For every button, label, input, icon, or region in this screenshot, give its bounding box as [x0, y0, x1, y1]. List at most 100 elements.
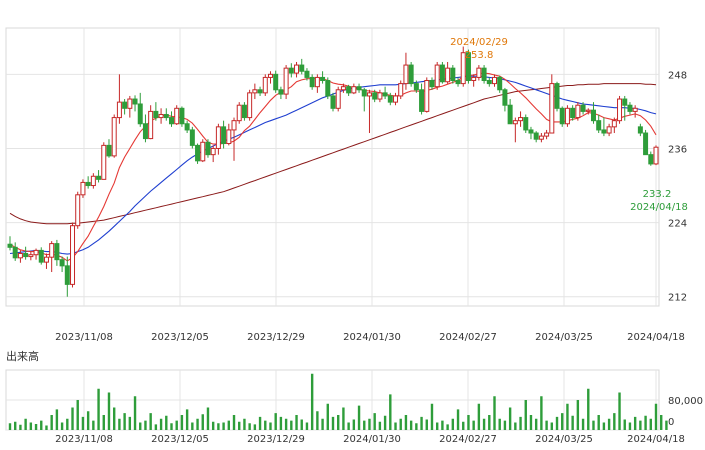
candle-body — [559, 107, 565, 125]
candle-body — [200, 141, 206, 162]
volume-x-ticks: 2023/11/08 2023/12/05 2023/12/29 2024/01/30… — [55, 434, 685, 445]
candle-body — [450, 67, 456, 82]
volume-bar — [592, 420, 595, 430]
volume-bar — [420, 416, 423, 430]
candle-body — [398, 83, 404, 97]
candle-body — [460, 52, 466, 85]
vol-x-tick-label: 2024/02/27 — [439, 434, 497, 445]
candle-body — [59, 259, 65, 267]
candle-body — [179, 107, 185, 125]
candle-body — [49, 243, 55, 258]
volume-bar — [175, 420, 178, 430]
volume-bar — [180, 415, 184, 430]
volume-bar — [19, 424, 22, 430]
volume-bar — [269, 422, 272, 430]
x-tick-label: 2024/03/25 — [535, 332, 593, 343]
volume-bar — [159, 418, 163, 430]
candle-body — [189, 129, 195, 146]
volume-bar — [545, 420, 548, 430]
volume-bar — [550, 422, 554, 430]
volume-bar — [607, 418, 611, 430]
volume-bar — [389, 394, 392, 430]
volume-bar — [363, 420, 366, 430]
volume-bar — [529, 415, 533, 430]
candle-body — [210, 147, 216, 156]
volume-y-ticks: 0 80,000 — [668, 396, 703, 428]
volume-bar — [14, 421, 17, 430]
price-x-ticks: 2023/11/08 2023/12/05 2023/12/29 2024/01/30… — [55, 332, 685, 343]
high-value-label: 253.8 — [465, 50, 494, 61]
candle-body — [393, 95, 399, 103]
candle-body — [142, 123, 148, 140]
candlesticks — [7, 46, 659, 297]
candle-body — [611, 120, 617, 128]
ma-long-line — [9, 83, 657, 225]
volume-bar — [623, 419, 626, 430]
candle-body — [43, 256, 49, 263]
volume-bar — [71, 407, 74, 430]
volume-bar — [493, 396, 496, 430]
candle-body — [340, 86, 346, 91]
volume-bar — [618, 392, 621, 430]
candle-body — [549, 83, 555, 134]
candle-body — [601, 129, 607, 134]
candle-body — [122, 101, 128, 109]
vol-y-tick-label: 0 — [668, 417, 674, 428]
volume-bar — [295, 415, 298, 430]
volume-bar — [378, 421, 382, 430]
candle-body — [314, 76, 320, 88]
candle-body — [507, 104, 513, 125]
candle-body — [106, 144, 112, 157]
volume-bar — [352, 419, 356, 430]
volume-bars — [8, 373, 668, 430]
volume-bar — [383, 415, 387, 430]
ma-short-line — [9, 72, 657, 262]
candle-body — [580, 104, 586, 112]
candle-body — [28, 254, 34, 258]
volume-bar — [196, 418, 199, 430]
volume-bar — [81, 416, 85, 430]
candle-body — [215, 126, 221, 149]
candle-body — [632, 107, 638, 112]
high-date-label: 2024/02/29 — [450, 37, 508, 48]
candle-body — [627, 104, 633, 112]
y-tick-label: 236 — [668, 144, 687, 155]
volume-bar — [628, 422, 632, 430]
volume-bar — [587, 388, 590, 430]
candle-body — [7, 243, 13, 248]
candle-body — [101, 144, 107, 180]
candle-body — [564, 107, 570, 125]
volume-bar — [394, 422, 397, 430]
volume-bar — [430, 403, 434, 430]
candle-body — [413, 83, 419, 91]
volume-bar — [29, 422, 33, 430]
candle-body — [502, 89, 508, 106]
volume-bar — [55, 409, 59, 430]
candle-body — [54, 243, 60, 261]
candle-body — [12, 246, 18, 259]
vol-x-tick-label: 2023/12/05 — [151, 434, 209, 445]
volume-bar — [373, 413, 376, 430]
vol-x-tick-label: 2024/01/30 — [343, 434, 401, 445]
candle-body — [304, 70, 310, 78]
volume-bar — [248, 423, 251, 430]
candle-body — [236, 104, 242, 122]
volume-bar — [477, 403, 481, 430]
candle-body — [38, 249, 44, 263]
candle-body — [309, 76, 315, 88]
candle-body — [606, 126, 612, 134]
candle-body — [637, 126, 643, 134]
volume-bar — [482, 418, 486, 430]
candle-body — [23, 252, 29, 258]
volume-bar — [633, 416, 637, 430]
volume-bar — [149, 413, 152, 430]
volume-bar — [191, 422, 194, 430]
volume-bar — [8, 423, 12, 430]
volume-bar — [571, 415, 574, 430]
candle-body — [346, 86, 352, 94]
candle-body — [132, 98, 138, 105]
candle-body — [169, 117, 174, 125]
volume-bar — [40, 420, 43, 430]
volume-bar — [404, 415, 408, 430]
volume-bar — [613, 413, 616, 430]
